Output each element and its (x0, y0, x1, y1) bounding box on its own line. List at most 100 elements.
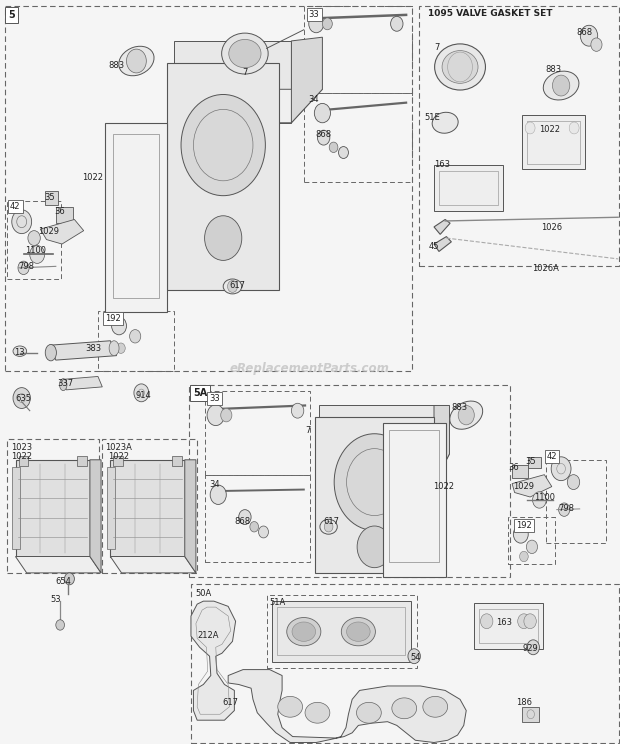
Circle shape (250, 522, 259, 532)
Text: 34: 34 (309, 95, 319, 104)
Text: 45: 45 (429, 242, 440, 251)
Ellipse shape (435, 44, 485, 90)
Circle shape (309, 15, 324, 33)
Polygon shape (90, 460, 101, 573)
Text: 617: 617 (222, 698, 238, 707)
Circle shape (322, 18, 332, 30)
Circle shape (334, 434, 415, 530)
Bar (56, 207, 73, 223)
Polygon shape (383, 423, 446, 577)
Ellipse shape (223, 279, 242, 294)
Ellipse shape (423, 696, 448, 717)
Bar (418, 6, 619, 266)
Text: 163: 163 (434, 160, 450, 169)
Circle shape (126, 49, 146, 73)
Bar (439, 171, 498, 205)
Bar (267, 595, 417, 668)
Text: 42: 42 (547, 452, 557, 461)
Polygon shape (16, 557, 101, 573)
Text: 798: 798 (19, 262, 35, 271)
Ellipse shape (229, 39, 261, 68)
Polygon shape (110, 557, 196, 573)
Polygon shape (50, 341, 117, 360)
Circle shape (524, 614, 536, 629)
Circle shape (518, 614, 530, 629)
Bar (508, 517, 555, 564)
Text: 54: 54 (410, 653, 421, 662)
Text: 35: 35 (45, 193, 55, 202)
Ellipse shape (119, 46, 154, 76)
Text: 1029: 1029 (38, 227, 60, 236)
Circle shape (291, 403, 304, 418)
Text: 868: 868 (234, 517, 250, 526)
Text: 35: 35 (526, 457, 536, 466)
Polygon shape (174, 41, 291, 123)
Polygon shape (291, 37, 322, 123)
Ellipse shape (442, 51, 478, 83)
Ellipse shape (347, 622, 370, 641)
Text: 929: 929 (522, 644, 538, 652)
Polygon shape (105, 123, 167, 312)
Polygon shape (319, 405, 434, 484)
Bar (113, 134, 159, 298)
Circle shape (18, 261, 29, 275)
Text: 42: 42 (10, 202, 20, 211)
Text: 163: 163 (496, 618, 512, 626)
Text: 868: 868 (315, 130, 331, 139)
Text: 914: 914 (135, 391, 151, 400)
Text: eReplacementParts.com: eReplacementParts.com (230, 362, 390, 375)
Text: 7: 7 (305, 426, 311, 434)
Text: 1100: 1100 (25, 246, 46, 254)
Circle shape (112, 317, 126, 335)
Circle shape (117, 343, 125, 353)
Ellipse shape (341, 618, 375, 646)
Text: 1029: 1029 (513, 482, 534, 491)
Circle shape (526, 540, 538, 554)
Bar (527, 121, 580, 164)
Circle shape (28, 231, 40, 246)
Circle shape (30, 246, 45, 263)
Ellipse shape (60, 379, 67, 391)
Circle shape (239, 510, 251, 525)
Text: 883: 883 (108, 61, 125, 70)
Polygon shape (110, 460, 185, 557)
Bar (205, 391, 310, 475)
Circle shape (314, 103, 330, 123)
Circle shape (391, 16, 403, 31)
Bar (479, 609, 538, 643)
Text: 617: 617 (229, 281, 246, 290)
Ellipse shape (45, 344, 56, 361)
Circle shape (527, 640, 539, 655)
Text: 53: 53 (51, 595, 61, 604)
Bar (7, 439, 99, 573)
Text: 7: 7 (434, 43, 440, 52)
Text: 192: 192 (105, 314, 121, 323)
Text: 1026: 1026 (541, 223, 562, 232)
Circle shape (567, 475, 580, 490)
Bar (304, 93, 412, 182)
Text: 868: 868 (577, 28, 593, 37)
Polygon shape (19, 456, 28, 466)
Circle shape (480, 614, 493, 629)
Text: 33: 33 (210, 394, 220, 403)
Ellipse shape (320, 519, 337, 534)
Bar (12, 467, 20, 549)
Circle shape (64, 573, 74, 585)
Circle shape (221, 408, 232, 422)
Bar (191, 584, 619, 743)
Text: 1022: 1022 (11, 452, 32, 461)
Ellipse shape (543, 71, 579, 100)
Circle shape (13, 388, 30, 408)
Bar (522, 707, 539, 722)
Polygon shape (172, 456, 182, 466)
Text: 1022: 1022 (108, 452, 130, 461)
Polygon shape (167, 63, 279, 290)
Text: 192: 192 (516, 521, 531, 530)
Bar (272, 601, 411, 662)
Ellipse shape (292, 622, 316, 641)
Circle shape (324, 522, 333, 532)
Text: 635: 635 (16, 394, 32, 403)
Polygon shape (62, 376, 102, 390)
Text: 1095 VALVE GASKET SET: 1095 VALVE GASKET SET (428, 9, 552, 18)
Polygon shape (512, 475, 552, 497)
